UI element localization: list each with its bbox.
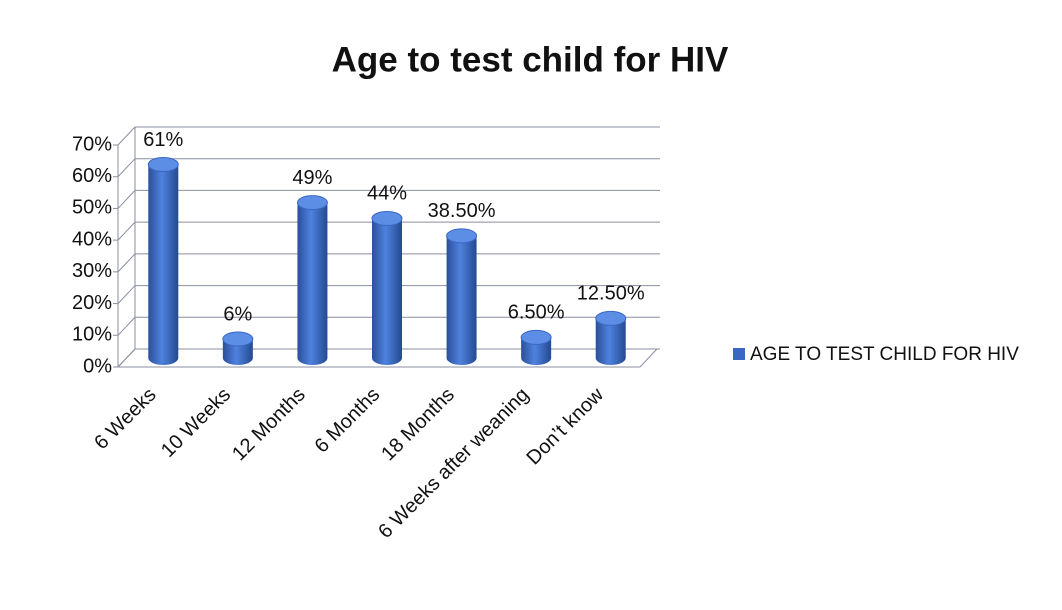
y-tick-label: 10% (72, 324, 112, 346)
legend-swatch (733, 348, 745, 360)
grid-line (117, 348, 660, 368)
grid-line (117, 126, 660, 146)
y-tick-label: 60% (72, 165, 112, 187)
chart-title: Age to test child for HIV (332, 40, 729, 79)
bar-top (446, 228, 478, 244)
legend-label: AGE TO TEST CHILD FOR HIV (750, 344, 1019, 365)
bar-top (595, 310, 627, 326)
data-label: 12.50% (577, 283, 645, 305)
grid-line (117, 316, 660, 336)
data-label: 61% (143, 129, 183, 151)
bar-top (520, 329, 552, 345)
y-tick-label: 20% (72, 292, 112, 314)
data-label: 49% (292, 167, 332, 189)
data-label: 6% (223, 303, 252, 325)
grid-line (117, 158, 660, 178)
y-tick-label: 50% (72, 197, 112, 219)
bar-top (222, 331, 254, 347)
bar (595, 318, 626, 366)
bar (446, 235, 477, 366)
bar (148, 164, 179, 366)
grid-line (117, 253, 660, 273)
bar (372, 218, 402, 365)
grid-line (117, 189, 660, 209)
y-tick-label: 30% (72, 260, 112, 282)
data-label: 44% (367, 183, 407, 205)
bar-top (147, 157, 179, 173)
grid-line (117, 285, 660, 304)
data-label: 38.50% (428, 200, 496, 222)
y-tick-label: 0% (83, 355, 112, 377)
y-tick-label: 40% (72, 228, 112, 250)
data-label: 6.50% (508, 302, 565, 324)
y-tick-label: 70% (72, 133, 112, 155)
bar (297, 202, 328, 366)
grid-line (117, 221, 660, 241)
bar (521, 337, 552, 366)
bar-top (371, 210, 403, 226)
bar-top (296, 195, 328, 211)
